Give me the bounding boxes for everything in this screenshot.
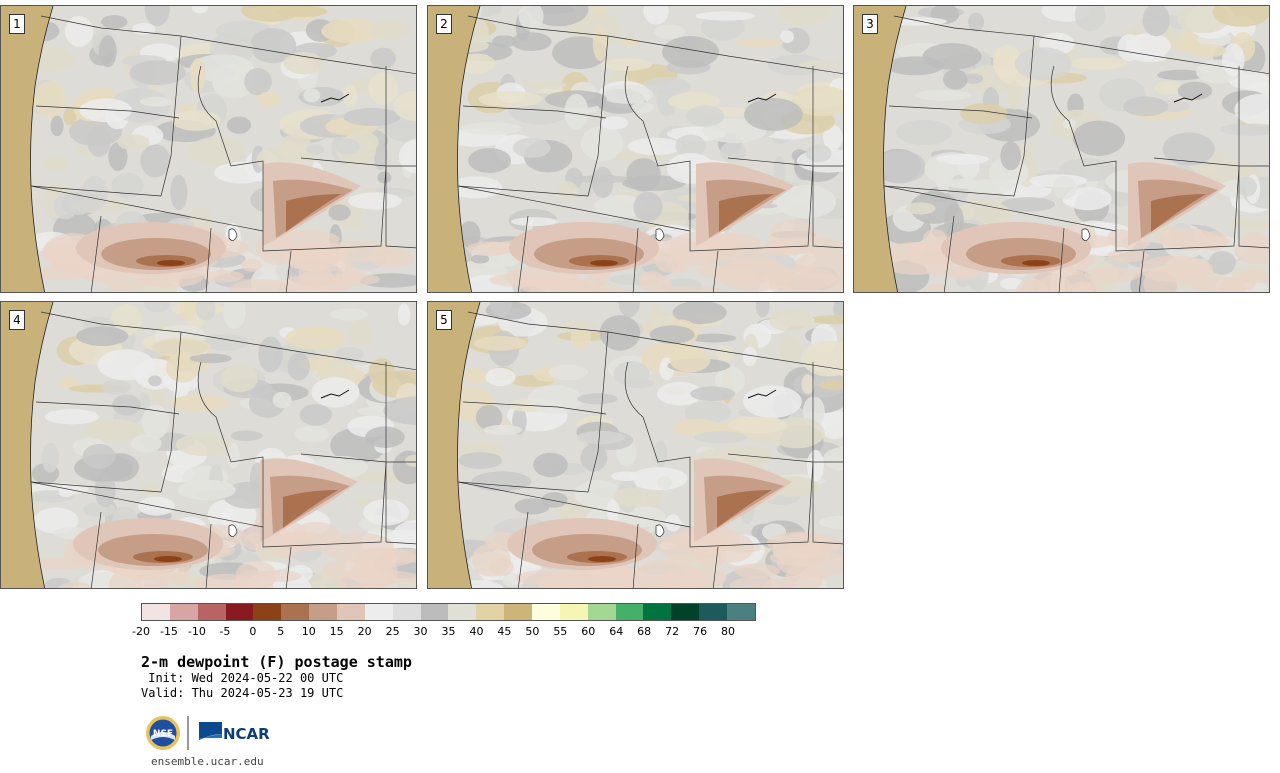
colorbar-tick-label: 64 [609, 625, 624, 638]
colorbar-swatch [420, 604, 449, 620]
colorbar-swatch [448, 604, 477, 620]
panel-label-1: 1 [9, 14, 25, 34]
colorbar-tick-label: -10 [187, 625, 206, 638]
colorbar-tick-label: 25 [385, 625, 400, 638]
map-panel-4: 4 [0, 301, 417, 589]
colorbar-tick-label: 80 [721, 625, 736, 638]
colorbar [141, 603, 756, 621]
colorbar-swatch [337, 604, 365, 620]
colorbar-tick-label: 35 [441, 625, 456, 638]
colorbar-tick-label: 76 [693, 625, 708, 638]
colorbar-tick-label: 55 [553, 625, 568, 638]
dewpoint-map-2 [428, 6, 843, 292]
init-time: Init: Wed 2024-05-22 00 UTC [141, 671, 344, 685]
ncar-logo-text: NCAR [223, 725, 270, 743]
colorbar-swatch [643, 604, 672, 620]
panel-label-5: 5 [436, 310, 452, 330]
colorbar-swatch [504, 604, 533, 620]
panel-label-4: 4 [9, 310, 25, 330]
ncar-logo: NCAR [199, 722, 270, 743]
nsf-logo: NSF [146, 716, 180, 750]
colorbar-swatch [364, 604, 393, 620]
colorbar-swatch [309, 604, 338, 620]
colorbar-swatch [532, 604, 560, 620]
colorbar-tick-label: 50 [525, 625, 540, 638]
dewpoint-map-5 [428, 302, 843, 588]
nsf-logo-text: NSF [153, 729, 173, 739]
site-url: ensemble.ucar.edu [151, 755, 264, 768]
colorbar-swatch [559, 604, 588, 620]
colorbar-ticks: -20 -15 -10 -5 0 5 10 15 20 25 30 35 40 45 50 55 60 64 68 7… [132, 625, 756, 639]
map-panel-3: 3 [853, 5, 1270, 293]
map-panel-1: 1 [0, 5, 417, 293]
colorbar-tick-label: -20 [132, 625, 150, 638]
colorbar-swatch [392, 604, 421, 620]
colorbar-swatch [615, 604, 644, 620]
colorbar-tick-label: 15 [329, 625, 344, 638]
logos: NSF NCAR [146, 716, 270, 750]
colorbar-swatch [281, 604, 310, 620]
colorbar-swatch [587, 604, 616, 620]
map-panel-2: 2 [427, 5, 844, 293]
colorbar-swatch [727, 604, 755, 620]
dewpoint-map-3 [854, 6, 1269, 292]
colorbar-swatch [142, 604, 170, 620]
chart-title: 2-m dewpoint (F) postage stamp [141, 653, 412, 671]
colorbar-tick-label: 60 [581, 625, 596, 638]
colorbar-tick-label: 0 [249, 625, 257, 638]
colorbar-tick-label: 20 [357, 625, 372, 638]
colorbar-swatch [699, 604, 728, 620]
colorbar-tick-label: 45 [497, 625, 512, 638]
colorbar-swatch [671, 604, 700, 620]
colorbar-tick-label: 40 [469, 625, 484, 638]
colorbar-tick-label: -5 [219, 625, 231, 638]
colorbar-swatch [253, 604, 282, 620]
panel-label-3: 3 [862, 14, 878, 34]
colorbar-swatch [225, 604, 254, 620]
colorbar-tick-label: 10 [301, 625, 316, 638]
panel-label-2: 2 [436, 14, 452, 34]
valid-time: Valid: Thu 2024-05-23 19 UTC [141, 686, 344, 700]
dewpoint-map-1 [1, 6, 416, 292]
colorbar-swatch [476, 604, 505, 620]
map-panel-5: 5 [427, 301, 844, 589]
colorbar-tick-label: 72 [665, 625, 680, 638]
colorbar-tick-label: 68 [637, 625, 652, 638]
colorbar-swatch [197, 604, 226, 620]
colorbar-swatch [169, 604, 198, 620]
colorbar-tick-label: 30 [413, 625, 428, 638]
dewpoint-map-4 [1, 302, 416, 588]
colorbar-tick-label: 5 [277, 625, 285, 638]
colorbar-tick-label: -15 [159, 625, 178, 638]
